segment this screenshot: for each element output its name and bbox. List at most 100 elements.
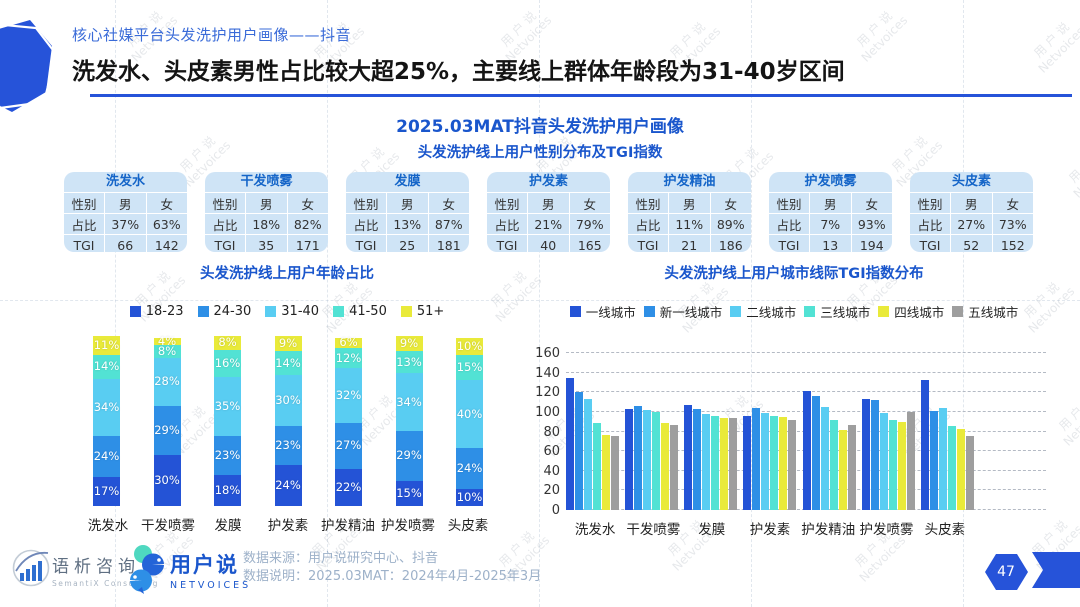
bar-一线城市 [625,408,634,510]
netvoices-wordmark: 用户说 NETVOICES [170,549,251,591]
page-number-badge: 47 [984,553,1030,591]
gender-table-card: 护发喷雾 性别男女占比 7% 93% TGI 13 194 [769,172,892,252]
gender-table-title: 发膜 [394,174,421,189]
bar-五线城市 [729,417,738,510]
legend-swatch [952,306,964,317]
gender-table-cell: 男 [950,193,992,213]
gender-table-row: 占比 37% 63% [64,213,187,234]
legend-label: 五线城市 [968,305,1019,320]
page-navigation: 47 [984,551,1080,593]
gender-table-row: 性别男女 [487,192,610,213]
legend-item: 18-23 [129,304,184,319]
gender-table-row: 占比 7% 93% [769,213,892,234]
segment-value-label: 9% [399,336,419,351]
semantix-name: 语析咨询 [52,557,140,577]
gender-table-cell: 93% [850,214,893,234]
tgi-chart-title: 头发洗护线上用户城市线际TGI指数分布 [664,266,924,282]
bar-group-洗发水 [566,377,619,510]
segment-value-label: 29% [154,422,180,437]
legend-swatch [265,306,277,317]
segment-value-label: 23% [275,438,301,453]
page-title: 洗发水、头皮素男性占比较大超25%，主要线上群体年龄段为31-40岁区间 [72,59,845,85]
segment-value-label: 23% [214,448,241,463]
gender-table-row: 性别男女 [346,192,469,213]
stacked-segment-24-30: 27% [335,422,362,469]
footer: 语析咨询 SemantiX Consulting 用户说 NETVOICES 数… [0,543,1080,603]
legend-label: 24-30 [213,304,252,319]
y-axis-tick: 40 [543,463,560,479]
stacked-segment-51+: 9% [274,336,302,352]
gender-table-card: 护发精油 性别男女占比 11% 89% TGI 21 186 [628,172,751,252]
segment-value-label: 10% [456,338,483,353]
bar-五线城市 [611,436,619,510]
gender-table-cell: 男 [527,193,569,213]
gender-table-row: 占比 11% 89% [628,213,751,234]
legend-swatch [804,306,816,317]
bar-三线城市 [829,419,838,510]
x-axis-label: 护发喷雾 [381,518,435,534]
legend-item: 新一线城市 [643,302,722,321]
y-axis-tick: 20 [543,483,560,499]
gender-table-cell: 占比 [71,217,97,233]
gender-table-cell: 占比 [212,217,238,233]
gender-table-cell: 171 [286,235,329,252]
gender-table-row: 占比 27% 73% [910,213,1033,234]
gender-table-cell: TGI [355,237,377,253]
stacked-segment-41-50: 8% [153,344,181,359]
bar-四线城市 [779,416,788,510]
bar-group-护发精油 [802,391,856,510]
bar-五线城市 [906,411,915,510]
bar-一线城市 [566,377,574,510]
stacked-segment-41-50: 16% [214,349,241,377]
gender-table-cell: 25 [386,235,428,252]
segment-value-label: 24% [93,449,120,464]
segment-value-label: 11% [93,337,120,352]
gender-table-cell: 35 [245,235,287,252]
data-source-line: 数据来源：用户说研究中心、抖音 [243,551,439,566]
next-page-arrow[interactable] [1030,551,1080,593]
legend-swatch [569,306,581,317]
gender-table-cell: 占比 [353,217,379,233]
bar-三线城市 [947,425,956,510]
bar-四线城市 [956,428,965,510]
gender-table-cell: 21 [668,235,710,252]
legend-label: 四线城市 [894,305,945,320]
bar-二线城市 [761,412,770,510]
segment-value-label: 16% [214,355,241,370]
stacked-segment-41-50: 14% [274,351,302,376]
gender-table-row: TGI 66 142 [64,234,187,252]
bar-一线城市 [920,379,929,510]
gender-table-card: 洗发水 性别男女占比 37% 63% TGI 66 142 [64,172,187,252]
stacked-segment-18-23: 18% [214,475,241,506]
x-axis-label: 护发精油 [801,522,856,538]
legend-label: 一线城市 [585,305,636,320]
stacked-segment-41-50: 14% [93,354,120,379]
x-axis-label: 头皮素 [447,518,489,534]
semantix-subname: SemantiX Consulting [52,579,159,588]
gender-table-title: 头皮素 [951,174,991,189]
y-axis-tick: 0 [551,503,560,518]
stacked-segment-51+: 8% [214,336,241,350]
gender-table-cell: 性别 [71,196,97,212]
semantix-logo-icon [12,547,50,593]
gender-table-cell: 142 [145,235,188,252]
stacked-segment-31-40: 35% [214,376,241,437]
bar-group-护发素 [743,407,797,510]
stacked-segment-24-30: 29% [395,431,423,481]
bar-新一线城市 [752,407,761,510]
age-chart-xlabels: 洗发水 干发喷雾 发膜 护发素 护发精油 护发喷雾 头皮素 [78,514,498,534]
gender-table-cell: 66 [104,235,146,252]
tgi-chart-plot: 0 20 40 60 80 100 120 140 160 [535,346,1046,518]
gender-table-cell: 女 [286,193,329,213]
stacked-segment-18-23: 30% [153,455,181,506]
gender-table-title: 干发喷雾 [240,174,293,189]
legend-item: 31-40 [265,304,319,319]
gender-table-cell: 13% [386,214,428,234]
segment-value-label: 40% [456,406,483,421]
segment-value-label: 34% [396,394,422,409]
stacked-bar: 10% 24% 40% 15% 10% [441,337,498,506]
gender-table-cell: 男 [245,193,287,213]
semantix-wordmark: 语析咨询 SemantiX Consulting [52,552,159,588]
segment-value-label: 13% [396,354,422,369]
gender-table-cell: 40 [527,235,569,252]
